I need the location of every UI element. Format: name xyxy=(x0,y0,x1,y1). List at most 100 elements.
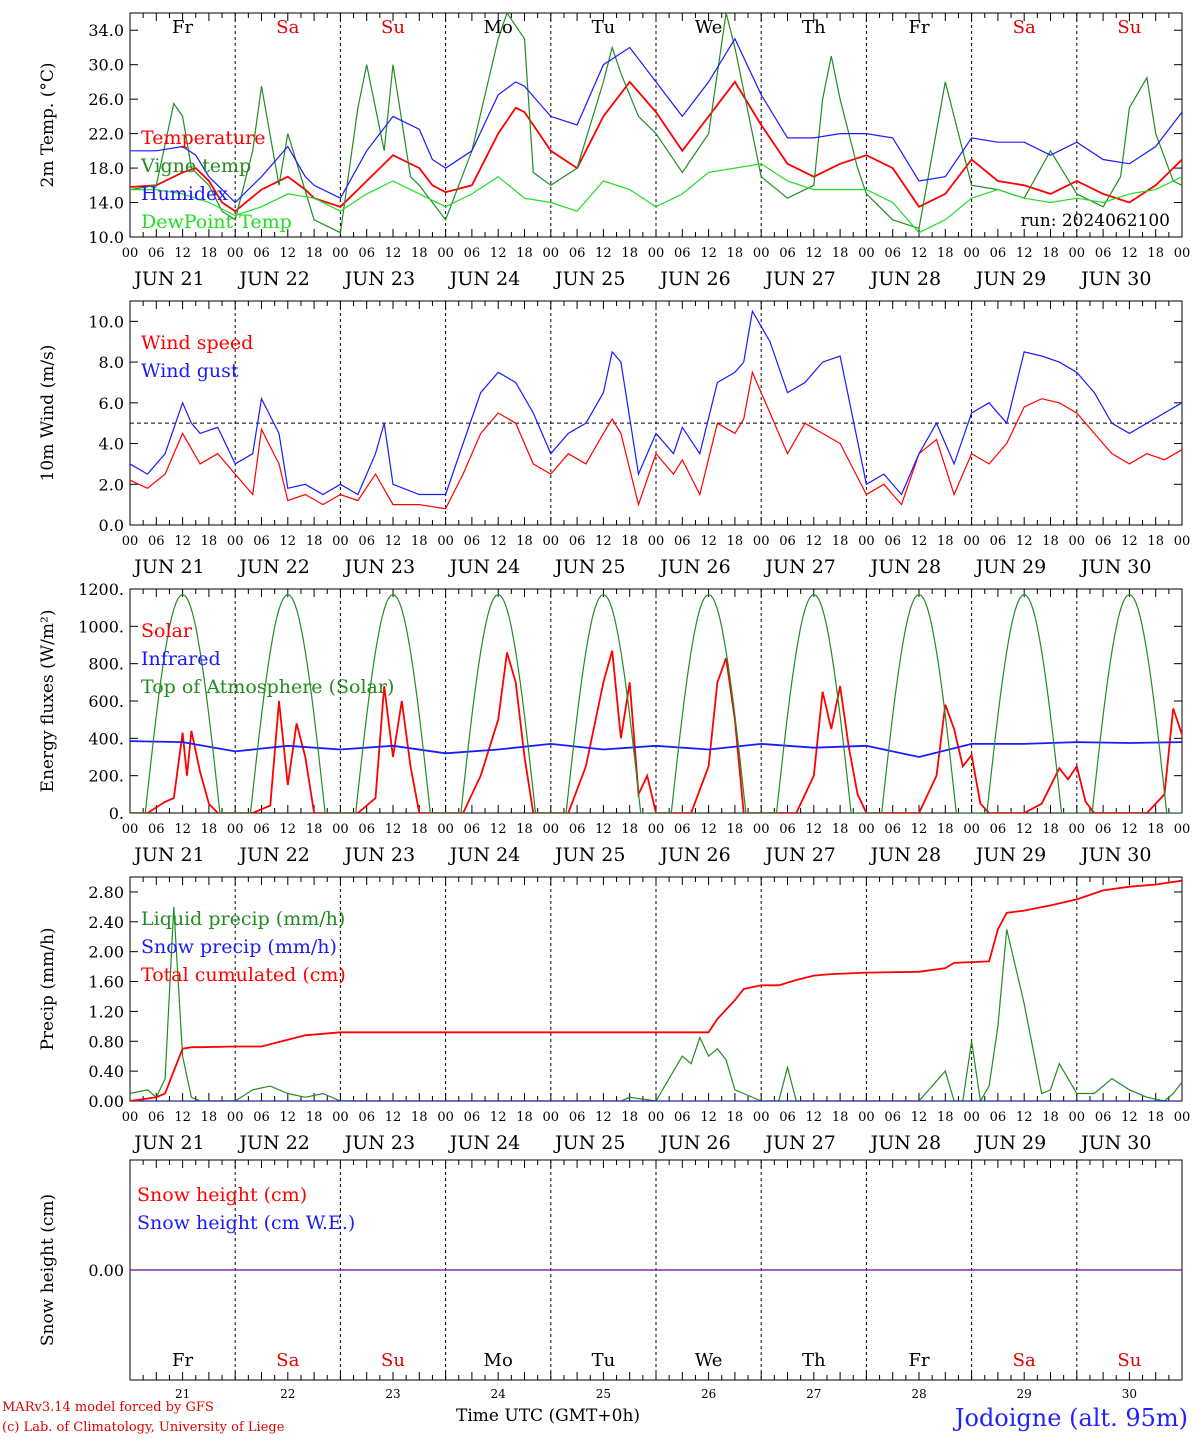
weekday-label: Fr xyxy=(908,1350,929,1371)
series-group xyxy=(130,309,1182,510)
hour-tick-label: 18 xyxy=(727,534,744,549)
hour-tick-label: 06 xyxy=(884,534,901,549)
hour-tick-label: 12 xyxy=(1121,1110,1138,1125)
hour-tick-label: 06 xyxy=(1095,534,1112,549)
date-label: JUN 30 xyxy=(1079,1132,1151,1154)
hour-tick-label: 06 xyxy=(148,246,165,261)
hour-tick-label: 18 xyxy=(201,534,218,549)
date-label: JUN 26 xyxy=(658,268,730,290)
legend-entry: Vigne temp xyxy=(140,155,251,177)
hour-tick-label: 12 xyxy=(385,1110,402,1125)
hour-tick-label: 06 xyxy=(674,246,691,261)
hour-tick-label: 18 xyxy=(201,246,218,261)
hour-tick-label: 12 xyxy=(280,246,297,261)
hour-tick-label: 18 xyxy=(832,822,849,837)
hour-tick-label: 00 xyxy=(122,822,139,837)
y-tick-label: 22.0 xyxy=(88,125,124,144)
hour-tick-label: 00 xyxy=(332,822,349,837)
hour-tick-label: 12 xyxy=(174,1110,191,1125)
date-label: JUN 24 xyxy=(448,844,520,866)
hour-tick-label: 00 xyxy=(963,822,980,837)
series-line-dewpoint-temp xyxy=(130,163,1182,234)
y-tick-label: 400. xyxy=(88,729,124,748)
hour-tick-label: 12 xyxy=(385,822,402,837)
date-label: JUN 30 xyxy=(1079,844,1151,866)
hour-tick-label: 00 xyxy=(648,1110,665,1125)
hour-tick-label: 06 xyxy=(253,246,270,261)
y-tick-label: 30.0 xyxy=(88,56,124,75)
hour-tick-label: 18 xyxy=(1147,534,1164,549)
hour-tick-label: 18 xyxy=(306,1110,323,1125)
hour-tick-label: 12 xyxy=(806,1110,823,1125)
series-line-top-of-atmosphere-solar- xyxy=(130,593,1182,813)
hour-tick-label: 18 xyxy=(937,822,954,837)
hour-tick-label: 12 xyxy=(490,534,507,549)
hour-tick-label: 06 xyxy=(253,534,270,549)
date-label: JUN 24 xyxy=(448,268,520,290)
date-label: JUN 22 xyxy=(237,1132,309,1154)
hour-tick-label: 18 xyxy=(306,822,323,837)
hour-tick-label: 12 xyxy=(700,534,717,549)
day-number-label: 28 xyxy=(911,1387,926,1401)
y-tick-label: 0. xyxy=(109,804,124,823)
hour-tick-label: 06 xyxy=(990,246,1007,261)
y-tick-label: 2.40 xyxy=(88,913,124,932)
series-line-liquid-precip-mm-h- xyxy=(130,906,1182,1101)
hour-tick-label: 18 xyxy=(411,534,428,549)
date-label: JUN 21 xyxy=(132,1132,204,1154)
date-label: JUN 25 xyxy=(553,844,625,866)
hour-tick-label: 12 xyxy=(1016,246,1033,261)
date-label: JUN 29 xyxy=(974,556,1046,578)
y-tick-label: 2.0 xyxy=(99,475,124,494)
day-number-label: 26 xyxy=(701,1387,716,1401)
hour-tick-label: 00 xyxy=(1069,1110,1086,1125)
hour-tick-label: 06 xyxy=(464,822,481,837)
date-label: JUN 23 xyxy=(343,556,415,578)
date-label: JUN 27 xyxy=(763,556,835,578)
day-number-label: 21 xyxy=(175,1387,190,1401)
hour-tick-label: 00 xyxy=(227,534,244,549)
date-label: JUN 28 xyxy=(869,844,941,866)
date-label: JUN 29 xyxy=(974,844,1046,866)
date-label: JUN 27 xyxy=(763,268,835,290)
legend-entry: Infrared xyxy=(141,648,221,670)
y-axis-label: 10m Wind (m/s) xyxy=(38,345,58,482)
hour-tick-label: 00 xyxy=(753,246,770,261)
hour-tick-label: 00 xyxy=(858,822,875,837)
weekday-label: Mo xyxy=(484,1350,513,1371)
hour-tick-label: 12 xyxy=(911,1110,928,1125)
hour-tick-label: 00 xyxy=(437,246,454,261)
hour-tick-label: 06 xyxy=(674,534,691,549)
y-tick-label: 1200. xyxy=(78,580,124,599)
y-tick-label: 1000. xyxy=(78,617,124,636)
date-label: JUN 28 xyxy=(869,556,941,578)
hour-tick-label: 18 xyxy=(411,246,428,261)
weekday-label: Fr xyxy=(172,1350,193,1371)
date-label: JUN 26 xyxy=(658,1132,730,1154)
hour-tick-label: 12 xyxy=(595,1110,612,1125)
series-group xyxy=(130,593,1182,813)
series-group xyxy=(130,13,1182,234)
hour-tick-label: 12 xyxy=(595,246,612,261)
series-line-humidex xyxy=(130,37,1182,204)
hour-tick-label: 18 xyxy=(727,1110,744,1125)
hour-tick-label: 18 xyxy=(621,822,638,837)
hour-tick-label: 12 xyxy=(806,246,823,261)
date-label: JUN 25 xyxy=(553,1132,625,1154)
hour-tick-label: 12 xyxy=(1121,246,1138,261)
hour-tick-label: 06 xyxy=(148,822,165,837)
run-annotation: run: 2024062100 xyxy=(1021,211,1170,231)
hour-tick-label: 12 xyxy=(174,822,191,837)
hour-tick-label: 12 xyxy=(280,822,297,837)
hour-tick-label: 06 xyxy=(779,1110,796,1125)
hour-tick-label: 00 xyxy=(1174,822,1191,837)
hour-tick-label: 00 xyxy=(963,534,980,549)
y-tick-label: 2.00 xyxy=(88,943,124,962)
date-label: JUN 27 xyxy=(763,844,835,866)
y-tick-label: 8.0 xyxy=(99,353,124,372)
date-label: JUN 21 xyxy=(132,844,204,866)
hour-tick-label: 18 xyxy=(1147,1110,1164,1125)
hour-tick-label: 18 xyxy=(411,1110,428,1125)
hour-tick-label: 00 xyxy=(543,246,560,261)
